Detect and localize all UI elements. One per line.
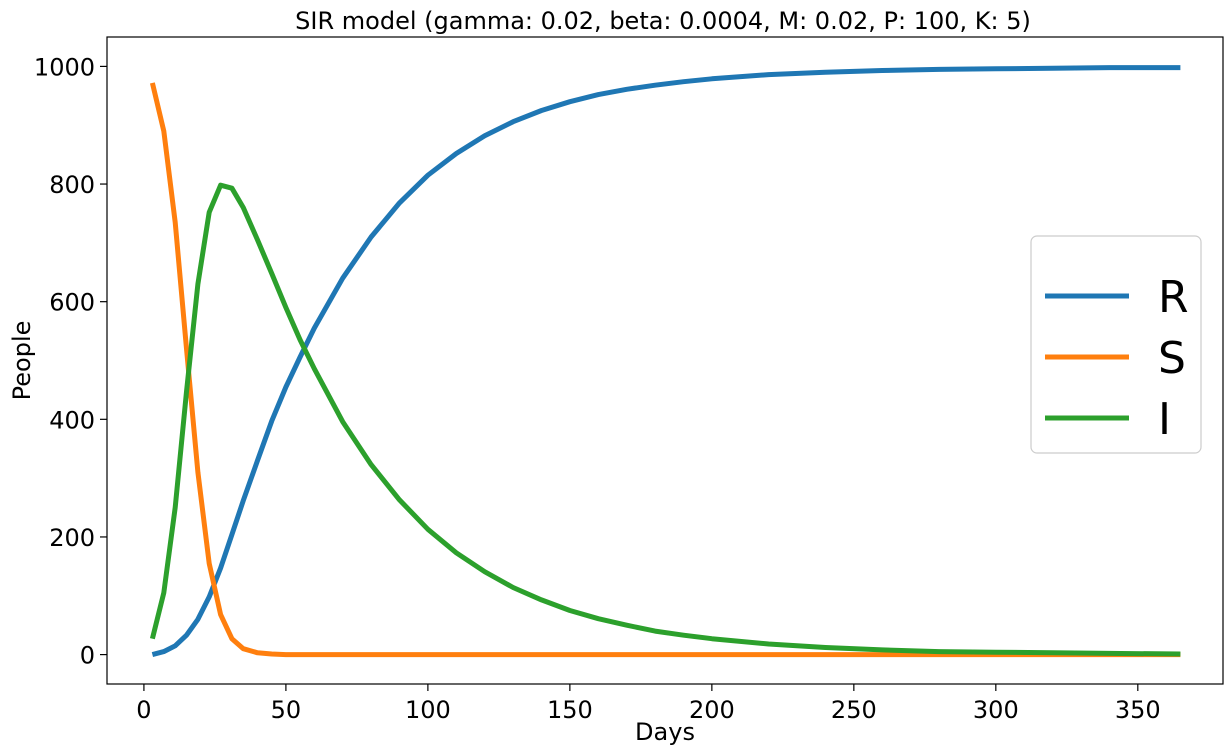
legend-label-I: I [1158,394,1171,445]
legend-label-R: R [1158,272,1189,323]
x-tick-label: 200 [689,696,735,724]
x-tick-label: 0 [136,696,151,724]
x-tick-label: 100 [405,696,451,724]
y-axis-label: People [8,321,36,401]
y-tick-label: 400 [49,406,95,434]
series-line-S [149,82,1181,658]
legend-label-S: S [1158,333,1186,384]
x-axis: 0 50 100 150 200 250 300 350 [136,684,1161,724]
x-tick-label: 350 [1115,696,1161,724]
y-tick-label: 600 [49,289,95,317]
plot-area-frame [106,36,1224,685]
y-tick-label: 0 [80,642,95,670]
x-tick-label: 300 [973,696,1019,724]
series-layer [149,65,1181,658]
x-tick-label: 50 [271,696,302,724]
legend-box [1030,235,1202,454]
y-axis: 0 200 400 600 800 1000 [34,53,107,670]
legend: RSI [1030,235,1202,454]
y-tick-label: 800 [49,171,95,199]
y-tick-label: 200 [49,524,95,552]
chart-title: SIR model (gamma: 0.02, beta: 0.0004, M:… [295,7,1031,35]
series-line-R [151,65,1181,658]
y-tick-label: 1000 [34,53,95,81]
x-tick-label: 250 [831,696,877,724]
x-tick-label: 150 [547,696,593,724]
series-line-I [149,182,1181,657]
x-axis-label: Days [635,718,695,746]
